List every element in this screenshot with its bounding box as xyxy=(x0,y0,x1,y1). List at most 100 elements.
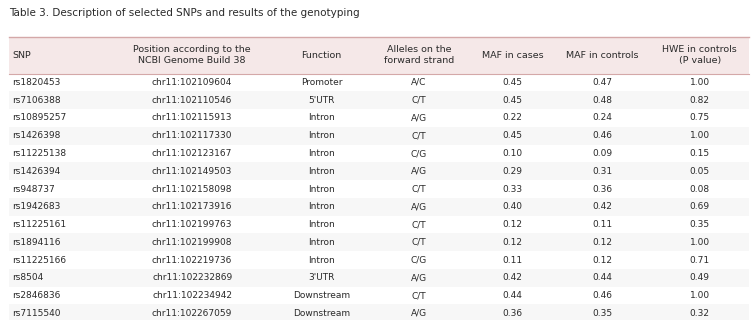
Text: Table 3. Description of selected SNPs and results of the genotyping: Table 3. Description of selected SNPs an… xyxy=(9,8,360,18)
Text: C/T: C/T xyxy=(412,96,427,105)
Text: 0.11: 0.11 xyxy=(592,220,612,229)
Text: 0.32: 0.32 xyxy=(689,309,710,318)
Text: HWE in controls
(P value): HWE in controls (P value) xyxy=(662,45,737,65)
Text: 0.36: 0.36 xyxy=(592,185,612,194)
Text: Intron: Intron xyxy=(308,114,335,123)
Text: 0.35: 0.35 xyxy=(689,220,710,229)
Text: MAF in controls: MAF in controls xyxy=(566,51,638,60)
Text: rs7106388: rs7106388 xyxy=(12,96,61,105)
Text: Intron: Intron xyxy=(308,202,335,211)
Text: Intron: Intron xyxy=(308,220,335,229)
Text: chr11:102110546: chr11:102110546 xyxy=(152,96,232,105)
Text: 0.11: 0.11 xyxy=(502,256,523,265)
Text: rs1426394: rs1426394 xyxy=(12,167,60,176)
Text: 0.42: 0.42 xyxy=(502,273,523,282)
Text: C/T: C/T xyxy=(412,291,427,300)
Text: 0.36: 0.36 xyxy=(502,309,523,318)
Text: 0.24: 0.24 xyxy=(593,114,612,123)
Text: C/T: C/T xyxy=(412,238,427,247)
Text: 0.05: 0.05 xyxy=(689,167,710,176)
Text: chr11:102158098: chr11:102158098 xyxy=(152,185,232,194)
Text: Promoter: Promoter xyxy=(301,78,342,87)
Text: chr11:102123167: chr11:102123167 xyxy=(152,149,232,158)
Text: 0.45: 0.45 xyxy=(502,131,523,140)
Text: Intron: Intron xyxy=(308,131,335,140)
Text: 0.46: 0.46 xyxy=(593,291,612,300)
Text: Intron: Intron xyxy=(308,149,335,158)
Text: rs1942683: rs1942683 xyxy=(12,202,60,211)
Text: 1.00: 1.00 xyxy=(689,291,710,300)
Text: 0.69: 0.69 xyxy=(689,202,710,211)
Text: chr11:102173916: chr11:102173916 xyxy=(152,202,232,211)
Text: rs948737: rs948737 xyxy=(12,185,55,194)
Text: rs11225166: rs11225166 xyxy=(12,256,66,265)
Text: 0.12: 0.12 xyxy=(502,238,523,247)
Text: 1.00: 1.00 xyxy=(689,131,710,140)
Text: 0.82: 0.82 xyxy=(689,96,710,105)
Text: chr11:102267059: chr11:102267059 xyxy=(152,309,232,318)
Text: C/T: C/T xyxy=(412,131,427,140)
Text: 0.35: 0.35 xyxy=(592,309,612,318)
Text: chr11:102117330: chr11:102117330 xyxy=(152,131,232,140)
Text: rs8504: rs8504 xyxy=(12,273,44,282)
Text: C/G: C/G xyxy=(411,256,427,265)
Text: 0.49: 0.49 xyxy=(689,273,710,282)
Text: Intron: Intron xyxy=(308,238,335,247)
Text: 0.44: 0.44 xyxy=(593,273,612,282)
Text: chr11:102199908: chr11:102199908 xyxy=(152,238,232,247)
Text: C/T: C/T xyxy=(412,185,427,194)
Text: 3'UTR: 3'UTR xyxy=(309,273,335,282)
Text: SNP: SNP xyxy=(12,51,31,60)
Text: chr11:102109604: chr11:102109604 xyxy=(152,78,232,87)
Text: 0.33: 0.33 xyxy=(502,185,523,194)
Text: 0.09: 0.09 xyxy=(592,149,612,158)
Text: chr11:102219736: chr11:102219736 xyxy=(152,256,232,265)
Text: Intron: Intron xyxy=(308,256,335,265)
Text: Intron: Intron xyxy=(308,167,335,176)
Text: chr11:102234942: chr11:102234942 xyxy=(152,291,232,300)
Text: Function: Function xyxy=(301,51,342,60)
Text: Downstream: Downstream xyxy=(293,309,350,318)
Text: A/G: A/G xyxy=(411,167,427,176)
Text: Alleles on the
forward strand: Alleles on the forward strand xyxy=(384,45,454,65)
Text: 1.00: 1.00 xyxy=(689,238,710,247)
Text: C/G: C/G xyxy=(411,149,427,158)
Text: rs11225161: rs11225161 xyxy=(12,220,66,229)
Text: 0.31: 0.31 xyxy=(592,167,612,176)
Text: 0.15: 0.15 xyxy=(689,149,710,158)
Text: rs10895257: rs10895257 xyxy=(12,114,66,123)
Text: rs1426398: rs1426398 xyxy=(12,131,60,140)
Text: chr11:102115913: chr11:102115913 xyxy=(152,114,232,123)
Text: 0.45: 0.45 xyxy=(502,96,523,105)
Text: chr11:102232869: chr11:102232869 xyxy=(152,273,232,282)
Text: 0.10: 0.10 xyxy=(502,149,523,158)
Text: A/G: A/G xyxy=(411,202,427,211)
Text: chr11:102149503: chr11:102149503 xyxy=(152,167,232,176)
Text: 0.75: 0.75 xyxy=(689,114,710,123)
Text: 0.46: 0.46 xyxy=(593,131,612,140)
Text: 0.12: 0.12 xyxy=(593,238,612,247)
Text: rs11225138: rs11225138 xyxy=(12,149,66,158)
Text: 1.00: 1.00 xyxy=(689,78,710,87)
Text: chr11:102199763: chr11:102199763 xyxy=(152,220,232,229)
Text: 0.48: 0.48 xyxy=(593,96,612,105)
Text: 0.47: 0.47 xyxy=(593,78,612,87)
Text: 0.44: 0.44 xyxy=(502,291,523,300)
Text: Position according to the
NCBI Genome Build 38: Position according to the NCBI Genome Bu… xyxy=(134,45,251,65)
Text: Downstream: Downstream xyxy=(293,291,350,300)
Text: 0.45: 0.45 xyxy=(502,78,523,87)
Text: A/C: A/C xyxy=(412,78,427,87)
Text: rs1820453: rs1820453 xyxy=(12,78,60,87)
Text: rs1894116: rs1894116 xyxy=(12,238,61,247)
Text: 0.12: 0.12 xyxy=(502,220,523,229)
Text: A/G: A/G xyxy=(411,309,427,318)
Text: MAF in cases: MAF in cases xyxy=(482,51,544,60)
Text: A/G: A/G xyxy=(411,273,427,282)
Text: A/G: A/G xyxy=(411,114,427,123)
Text: Intron: Intron xyxy=(308,185,335,194)
Text: 0.71: 0.71 xyxy=(689,256,710,265)
Text: rs7115540: rs7115540 xyxy=(12,309,61,318)
Text: 0.08: 0.08 xyxy=(689,185,710,194)
Text: 5'UTR: 5'UTR xyxy=(309,96,335,105)
Text: C/T: C/T xyxy=(412,220,427,229)
